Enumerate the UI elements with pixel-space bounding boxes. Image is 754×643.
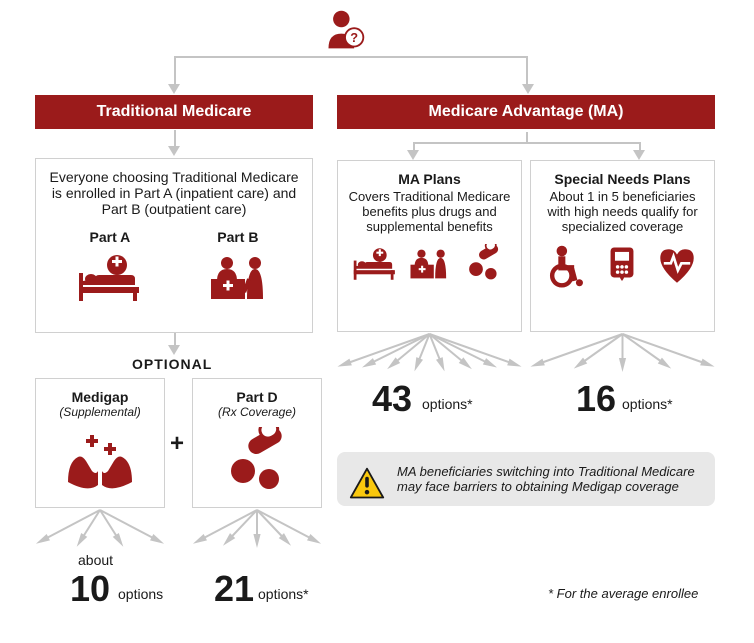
box-part-d: Part D (Rx Coverage) <box>192 378 322 508</box>
hands-icon <box>60 427 140 497</box>
arrow-connector <box>346 56 528 86</box>
partd-sub: (Rx Coverage) <box>203 405 311 419</box>
mg-options-num: 10 <box>70 568 110 610</box>
header-traditional: Traditional Medicare <box>35 95 313 129</box>
fan-arrows-medigap <box>35 508 165 552</box>
medigap-sub: (Supplemental) <box>46 405 154 419</box>
heart-pulse-icon <box>655 244 699 288</box>
ma-desc: Covers Traditional Medicare benefits plu… <box>348 189 511 234</box>
sn-title: Special Needs Plans <box>541 171 704 187</box>
partd-title: Part D <box>203 389 311 405</box>
label-part-a: Part A <box>90 229 131 245</box>
mg-options-label: options <box>118 586 163 602</box>
medigap-title: Medigap <box>46 389 154 405</box>
arrow-head <box>168 345 180 355</box>
ma-options-label: options* <box>422 396 473 412</box>
label-part-b: Part B <box>217 229 258 245</box>
pd-options-num: 21 <box>214 568 254 610</box>
box-ma-plans: MA Plans Covers Traditional Medicare ben… <box>337 160 522 332</box>
desk-person-icon <box>405 244 453 284</box>
box-traditional-medicare: Everyone choosing Traditional Medicare i… <box>35 158 313 333</box>
arrow-connector <box>174 56 346 86</box>
arrow-connector <box>413 142 641 144</box>
glucose-meter-icon <box>600 244 644 288</box>
sn-desc: About 1 in 5 beneficiaries with high nee… <box>541 189 704 234</box>
desk-person-icon <box>203 253 273 303</box>
arrow-connector <box>526 132 528 142</box>
optional-label: OPTIONAL <box>132 356 212 372</box>
footnote: * For the average enrollee <box>548 586 698 601</box>
plus-sign: + <box>170 430 184 458</box>
arrow-head <box>168 146 180 156</box>
hospital-bed-icon <box>351 244 399 284</box>
fan-arrows-partd <box>192 508 322 552</box>
pd-options-label: options* <box>258 586 309 602</box>
wheelchair-icon <box>546 244 590 288</box>
arrow-head <box>633 150 645 160</box>
box-medigap: Medigap (Supplemental) <box>35 378 165 508</box>
box-special-needs: Special Needs Plans About 1 in 5 benefic… <box>530 160 715 332</box>
pills-icon <box>460 244 508 284</box>
warning-text: MA beneficiaries switching into Traditio… <box>397 464 695 494</box>
sn-options-num: 16 <box>576 378 616 420</box>
warning-icon <box>349 466 385 502</box>
pills-icon <box>217 427 297 497</box>
arrow-head <box>522 84 534 94</box>
fan-arrows-ma <box>337 332 522 376</box>
hospital-bed-icon <box>75 253 145 303</box>
arrow-head <box>407 150 419 160</box>
fan-arrows-sn <box>530 332 715 376</box>
arrow-head <box>168 84 180 94</box>
warning-callout: MA beneficiaries switching into Traditio… <box>337 452 715 506</box>
svg-text:?: ? <box>350 30 358 45</box>
tm-description: Everyone choosing Traditional Medicare i… <box>46 169 302 217</box>
header-advantage: Medicare Advantage (MA) <box>337 95 715 129</box>
ma-options-num: 43 <box>372 378 412 420</box>
ma-title: MA Plans <box>348 171 511 187</box>
mg-about: about <box>78 552 113 568</box>
sn-options-label: options* <box>622 396 673 412</box>
person-question-icon: ? <box>323 8 367 52</box>
